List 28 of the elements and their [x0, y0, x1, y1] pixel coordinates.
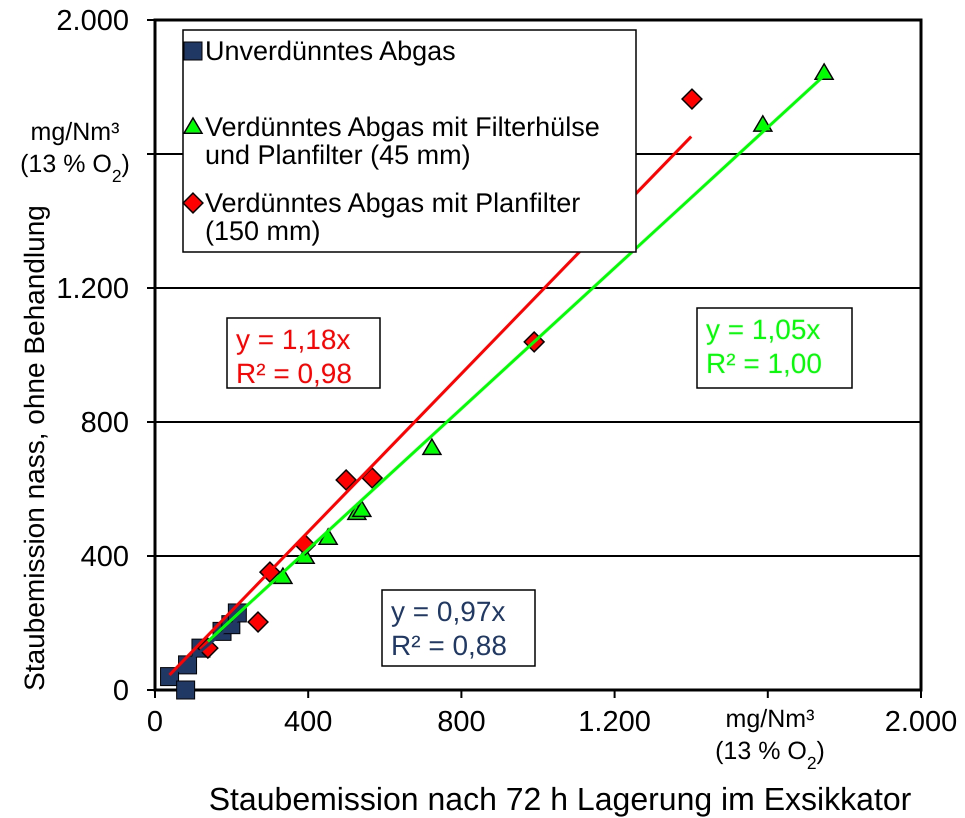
legend-label: Verdünntes Abgas mit Planfilter (150 mm) — [205, 188, 580, 246]
legend-label: Verdünntes Abgas mit Filterhülse und Planfilter (45 mm) — [205, 112, 600, 170]
point — [247, 611, 269, 633]
x-axis-title: Staubemission nach 72 h Lagerung im Exsikkator — [208, 781, 912, 817]
y-tick-label: 2.000 — [56, 5, 129, 37]
x-tick-label: 2.000 — [884, 706, 958, 738]
y-tick-label: 0 — [112, 675, 129, 707]
text: mg/Nm³ (13 % O$_{2}$) — [715, 705, 825, 773]
y-tick-label: 800 — [80, 407, 129, 439]
legend-label: Unverdünntes Abgas — [205, 36, 456, 66]
point — [814, 63, 834, 80]
text: mg/Nm³ (13 % O$_{2}$) — [20, 118, 130, 186]
point — [362, 467, 383, 489]
annotation: y = 0,97x R² = 0,88 — [391, 596, 507, 661]
point — [335, 469, 357, 491]
point — [176, 680, 196, 700]
annotation: y = 1,05x R² = 1,00 — [706, 314, 822, 379]
x-tick-label: 0 — [146, 706, 164, 738]
point — [422, 438, 442, 456]
x-tick-label: 1.200 — [578, 706, 651, 738]
y-tick-label: 1.200 — [56, 273, 129, 305]
x-tick-label: 800 — [437, 706, 486, 738]
y-axis-title: Staubemission nass, ohne Behandlung — [19, 205, 50, 691]
point — [352, 500, 372, 518]
annotation: y = 1,18x R² = 0,98 — [236, 324, 352, 389]
x-tick-label: 400 — [284, 706, 332, 738]
point — [681, 88, 703, 110]
y-tick-label: 400 — [80, 541, 129, 573]
